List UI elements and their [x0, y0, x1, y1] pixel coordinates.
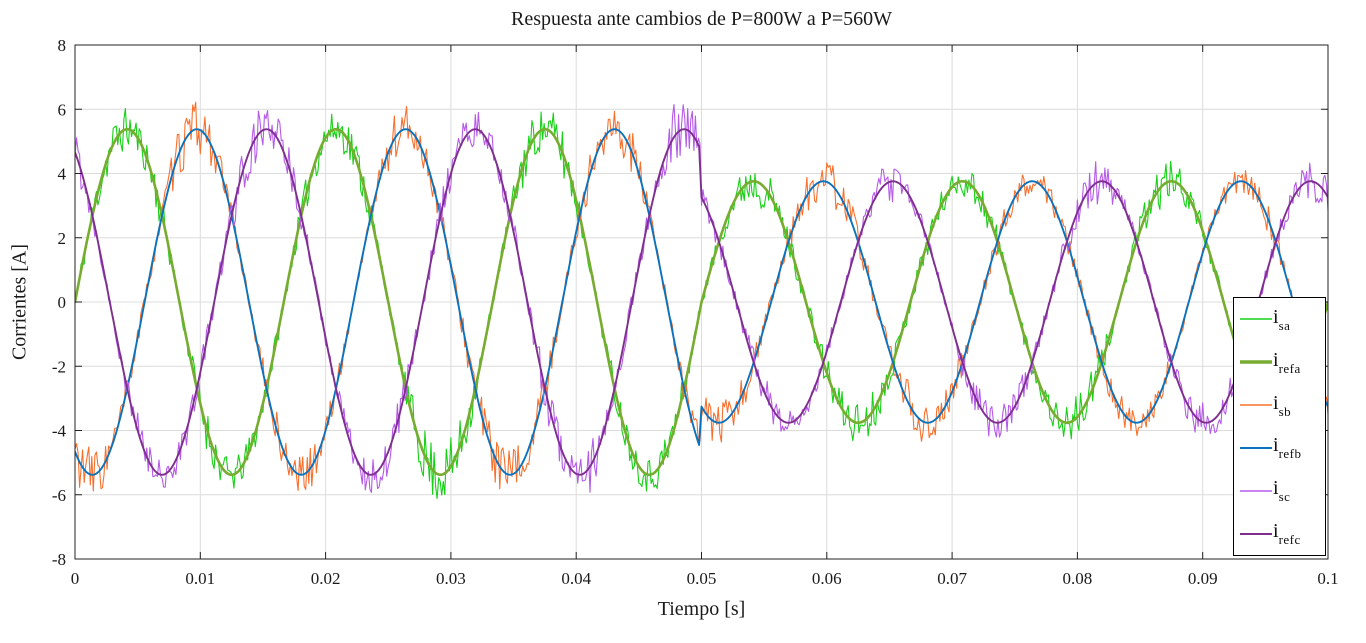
- tick-labels: 0 0.01 0.02 0.03 0.04 0.05 0.06 0.07 0.08 0.09 0.1…: [52, 36, 1339, 588]
- x-tick-label: 0.02: [311, 569, 341, 588]
- curves: [75, 101, 1328, 500]
- legend-line-sample: [1240, 318, 1272, 321]
- legend-entry-i_refa: irefa: [1234, 342, 1325, 383]
- x-tick-label: 0: [71, 569, 80, 588]
- legend-label-i_sb: isb: [1273, 391, 1292, 419]
- x-tick-label: 0.05: [687, 569, 717, 588]
- y-tick-label: -4: [52, 422, 67, 441]
- legend-line-sample: [1240, 446, 1272, 449]
- y-tick-label: 0: [58, 293, 67, 312]
- curve-i_refa: [75, 127, 1328, 477]
- legend-label-i_refc: irefc: [1273, 520, 1301, 548]
- x-tick-label: 0.01: [185, 569, 215, 588]
- y-tick-label: 4: [58, 165, 67, 184]
- legend-entry-i_refc: irefc: [1234, 513, 1325, 554]
- x-tick-label: 0.03: [436, 569, 466, 588]
- y-tick-label: 2: [58, 229, 67, 248]
- legend-line-sample: [1240, 489, 1272, 492]
- legend-entry-i_sb: isb: [1234, 385, 1325, 426]
- legend-line-sample: [1240, 532, 1272, 535]
- y-tick-label: 8: [58, 36, 67, 55]
- legend-line-sample: [1240, 404, 1272, 406]
- x-tick-label: 0.08: [1063, 569, 1093, 588]
- legend-label-i_refb: irefb: [1273, 434, 1302, 462]
- x-tick-label: 0.07: [937, 569, 967, 588]
- x-tick-label: 0.06: [812, 569, 842, 588]
- y-tick-label: -8: [52, 550, 66, 569]
- legend-box: isa irefa isb irefb isc irefc: [1233, 297, 1326, 556]
- legend-entry-i_sc: isc: [1234, 470, 1325, 511]
- x-axis-label: Tiempo [s]: [657, 598, 746, 620]
- chart-title: Respuesta ante cambios de P=800W a P=560…: [510, 8, 892, 30]
- y-tick-label: -6: [52, 486, 66, 505]
- x-tick-label: 0.1: [1317, 569, 1338, 588]
- legend-label-i_sc: isc: [1273, 477, 1291, 505]
- curve-i_refc: [75, 128, 1328, 476]
- legend-entry-i_sa: isa: [1234, 299, 1325, 340]
- legend-label-i_sa: isa: [1273, 305, 1291, 333]
- x-tick-label: 0.04: [561, 569, 591, 588]
- curve-i_refb: [75, 128, 1328, 476]
- y-tick-label: 6: [58, 100, 67, 119]
- y-tick-label: -2: [52, 357, 66, 376]
- legend-line-sample: [1240, 360, 1272, 365]
- legend-label-i_refa: irefa: [1273, 348, 1301, 376]
- legend-entry-i_refb: irefb: [1234, 427, 1325, 468]
- x-tick-label: 0.09: [1188, 569, 1218, 588]
